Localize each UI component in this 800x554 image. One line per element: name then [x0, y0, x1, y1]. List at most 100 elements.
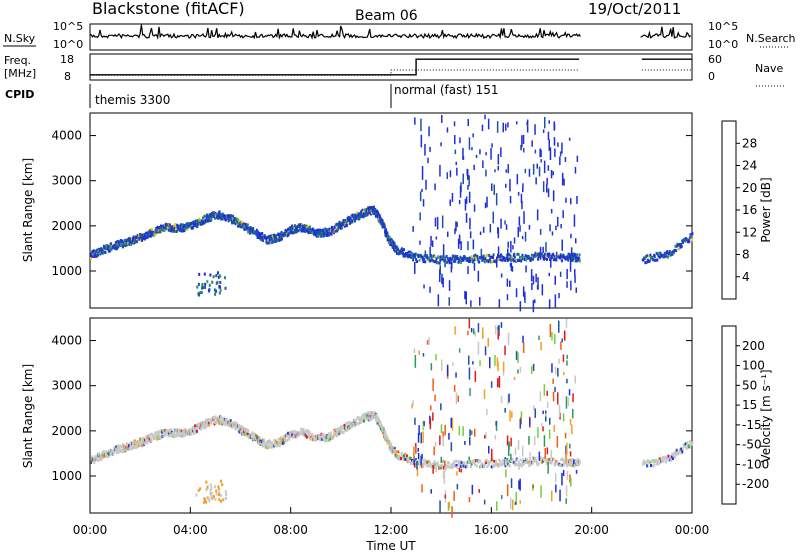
scatter-cell	[404, 253, 407, 257]
scatter-cell	[292, 430, 295, 434]
scatter-cell	[510, 478, 513, 488]
scatter-cell	[546, 183, 548, 193]
scatter-cell	[501, 463, 504, 466]
y-tick-label: 1000	[51, 469, 82, 483]
scatter-cell	[466, 257, 469, 261]
frequency-frame	[89, 53, 693, 81]
scatter-cell	[212, 214, 215, 218]
scatter-cell	[438, 466, 440, 470]
scatter-cell	[678, 242, 681, 246]
scatter-cell	[670, 455, 673, 459]
scatter-cell	[383, 433, 386, 436]
cpid-segment-1: themis 3300	[95, 93, 170, 107]
scatter-cell	[655, 458, 657, 462]
scatter-cell	[321, 437, 324, 441]
scatter-cell	[655, 258, 657, 262]
scatter-cell	[180, 429, 183, 433]
scatter-cell	[209, 273, 212, 277]
scatter-cell	[458, 463, 461, 467]
scatter-cell	[433, 254, 435, 258]
scatter-cell	[401, 250, 404, 254]
scatter-cell	[286, 431, 289, 435]
scatter-cell	[112, 450, 115, 454]
scatter-cell	[328, 432, 330, 436]
scatter-cell	[497, 165, 499, 171]
scatter-cell	[176, 433, 179, 437]
scatter-cell	[548, 139, 550, 151]
scatter-cell	[307, 231, 310, 235]
scatter-cell	[264, 442, 267, 446]
freq-left-tick-bottom: 8	[64, 70, 71, 83]
scatter-cell	[434, 394, 436, 402]
scatter-cell	[215, 274, 218, 278]
colorbar-tick-label: 8	[742, 248, 750, 262]
scatter-cell	[270, 237, 273, 241]
scatter-cell	[555, 484, 557, 493]
scatter-cell	[200, 427, 203, 431]
scatter-cell	[532, 164, 535, 175]
scatter-cell	[561, 472, 563, 486]
scatter-cell	[326, 234, 329, 237]
scatter-cell	[470, 327, 473, 333]
scatter-cell	[518, 216, 521, 226]
scatter-cell	[558, 358, 560, 364]
scatter-cell	[554, 473, 557, 483]
scatter-cell	[510, 453, 512, 461]
scatter-cell	[215, 416, 218, 420]
scatter-cell	[507, 241, 509, 248]
scatter-cell	[473, 262, 476, 271]
scatter-cell	[332, 228, 335, 232]
scatter-cell	[329, 229, 332, 233]
scatter-cell	[261, 232, 264, 235]
scatter-cell	[369, 411, 372, 415]
scatter-cell	[455, 161, 457, 166]
scatter-cell	[199, 421, 202, 425]
scatter-cell	[534, 299, 536, 304]
scatter-cell	[204, 282, 207, 286]
scatter-cell	[512, 499, 514, 511]
scatter-cell	[183, 427, 186, 431]
scatter-cell	[290, 228, 293, 232]
scatter-cell	[554, 294, 557, 308]
scatter-cell	[671, 457, 674, 461]
scatter-cell	[217, 275, 220, 279]
x-tick-label: 08:00	[273, 523, 308, 537]
scatter-cell	[115, 445, 118, 449]
scatter-cell	[307, 429, 310, 433]
scatter-cell	[656, 252, 659, 256]
scatter-cell	[522, 462, 525, 466]
scatter-cell	[490, 148, 492, 160]
scatter-cell	[108, 244, 111, 248]
scatter-cell	[486, 465, 489, 469]
scatter-cell	[145, 231, 148, 235]
scatter-cell	[238, 219, 241, 223]
colorbar-tick-label: 15	[742, 398, 757, 412]
scatter-cell	[661, 253, 664, 257]
scatter-cell	[308, 225, 311, 229]
scatter-cell	[465, 465, 467, 469]
scatter-cell	[531, 366, 533, 375]
scatter-cell	[167, 434, 170, 438]
scatter-cell	[470, 465, 472, 469]
scatter-cell	[642, 258, 645, 262]
scatter-cell	[303, 224, 306, 228]
scatter-cell	[306, 435, 308, 439]
scatter-cell	[118, 242, 121, 246]
scatter-cell	[559, 151, 562, 157]
scatter-cell	[646, 254, 649, 258]
scatter-cell	[574, 462, 577, 466]
scatter-cell	[440, 403, 442, 411]
scatter-cell	[506, 484, 509, 497]
scatter-cell	[558, 293, 560, 299]
scatter-cell	[462, 156, 465, 160]
scatter-cell	[469, 231, 472, 239]
scatter-cell	[477, 341, 480, 355]
scatter-cell	[141, 238, 144, 242]
scatter-cell	[666, 255, 669, 259]
scatter-cell	[509, 254, 512, 258]
scatter-cell	[564, 156, 567, 162]
scatter-cell	[648, 259, 651, 263]
scatter-cell	[130, 243, 133, 246]
scatter-cell	[265, 236, 268, 240]
